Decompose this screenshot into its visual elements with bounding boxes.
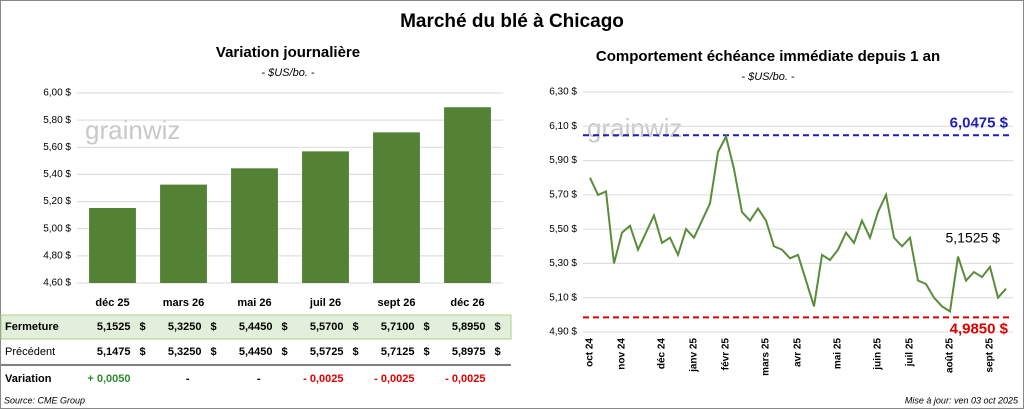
reference-label: 6,0475 $ bbox=[950, 114, 1009, 131]
table-cell: 5,1475 bbox=[97, 346, 131, 358]
x-tick-label: août 25 bbox=[945, 338, 956, 373]
y-tick-label: 4,60 $ bbox=[43, 278, 71, 289]
table-cell: - 0,0025 bbox=[303, 373, 343, 385]
x-tick-label: déc 26 bbox=[450, 297, 484, 309]
table-cell: 5,4450 bbox=[239, 321, 273, 333]
reference-label: 4,9850 $ bbox=[950, 320, 1009, 337]
x-tick-label: janv 25 bbox=[689, 338, 700, 373]
x-tick-label: déc 25 bbox=[95, 297, 129, 309]
x-tick-label: sept 26 bbox=[378, 297, 416, 309]
y-tick-label: 6,10 $ bbox=[549, 121, 577, 132]
x-tick-label: oct 24 bbox=[585, 338, 596, 367]
row-highlight bbox=[0, 314, 512, 340]
row-label: Fermeture bbox=[5, 321, 59, 333]
y-tick-label: 5,20 $ bbox=[43, 196, 71, 207]
currency: $ bbox=[210, 321, 216, 333]
y-tick-label: 6,30 $ bbox=[549, 87, 577, 98]
y-tick-label: 5,00 $ bbox=[43, 223, 71, 234]
y-tick-label: 5,90 $ bbox=[549, 155, 577, 166]
currency: $ bbox=[494, 321, 500, 333]
table-cell: 5,7125 bbox=[381, 346, 415, 358]
currency: $ bbox=[281, 346, 287, 358]
footer-source: Source: CME Group bbox=[4, 395, 85, 405]
y-tick-label: 4,90 $ bbox=[549, 327, 577, 338]
table-cell: 5,3250 bbox=[168, 346, 202, 358]
table-cell: - 0,0025 bbox=[374, 373, 414, 385]
y-tick-label: 4,80 $ bbox=[43, 250, 71, 261]
chart-subtitle: - $US/bo. - bbox=[741, 71, 795, 83]
x-tick-label: sept 25 bbox=[985, 338, 996, 373]
x-tick-label: nov 24 bbox=[617, 338, 628, 370]
currency: $ bbox=[139, 346, 145, 358]
currency: $ bbox=[352, 346, 358, 358]
bar bbox=[89, 208, 136, 283]
x-tick-label: juil 26 bbox=[309, 297, 341, 309]
currency: $ bbox=[494, 346, 500, 358]
currency: $ bbox=[423, 346, 429, 358]
table-cell: 5,5700 bbox=[310, 321, 344, 333]
table-cell: 5,4450 bbox=[239, 346, 273, 358]
bar bbox=[444, 107, 491, 283]
x-tick-label: avr 25 bbox=[793, 338, 804, 367]
currency: $ bbox=[210, 346, 216, 358]
currency: $ bbox=[423, 321, 429, 333]
bar bbox=[231, 168, 278, 283]
table-cell: 5,8950 bbox=[452, 321, 486, 333]
y-tick-label: 5,80 $ bbox=[43, 115, 71, 126]
price-line bbox=[589, 133, 1007, 314]
chart-subtitle: - $US/bo. - bbox=[261, 67, 315, 79]
table-cell: - 0,0025 bbox=[445, 373, 485, 385]
table-cell: 5,5725 bbox=[310, 346, 344, 358]
x-tick-label: déc 24 bbox=[657, 338, 668, 370]
x-tick-label: juil 25 bbox=[905, 338, 916, 368]
y-tick-label: 5,60 $ bbox=[43, 142, 71, 153]
y-tick-label: 6,00 $ bbox=[43, 88, 71, 99]
y-tick-label: 5,50 $ bbox=[549, 224, 577, 235]
row-label: Précédent bbox=[5, 346, 55, 358]
currency: $ bbox=[139, 321, 145, 333]
table-cell: + 0,0050 bbox=[87, 373, 130, 385]
chart-title: Comportement échéance immédiate depuis 1… bbox=[596, 48, 940, 65]
table-cell: - bbox=[257, 373, 261, 385]
y-tick-label: 5,40 $ bbox=[43, 169, 71, 180]
x-tick-label: févr 25 bbox=[721, 338, 732, 371]
watermark: grainwiz bbox=[587, 113, 682, 143]
x-tick-label: mars 26 bbox=[163, 297, 205, 309]
chart-title: Variation journalière bbox=[216, 44, 360, 61]
page-title: Marché du blé à Chicago bbox=[400, 11, 624, 32]
y-tick-label: 5,70 $ bbox=[549, 189, 577, 200]
last-value-label: 5,1525 $ bbox=[946, 229, 1001, 245]
x-tick-label: mars 25 bbox=[761, 338, 772, 376]
bar bbox=[373, 132, 420, 283]
row-label: Variation bbox=[5, 373, 52, 385]
currency: $ bbox=[281, 321, 287, 333]
x-tick-label: juin 25 bbox=[873, 338, 884, 371]
y-tick-label: 5,10 $ bbox=[549, 292, 577, 303]
footer-updated: Mise à jour: ven 03 oct 2025 bbox=[905, 395, 1019, 405]
table-cell: 5,7100 bbox=[381, 321, 415, 333]
bar bbox=[160, 184, 207, 283]
watermark: grainwiz bbox=[85, 115, 180, 145]
y-tick-label: 5,30 $ bbox=[549, 258, 577, 269]
currency: $ bbox=[352, 321, 358, 333]
table-cell: - bbox=[186, 373, 190, 385]
bar bbox=[302, 151, 349, 283]
table-cell: 5,3250 bbox=[168, 321, 202, 333]
table-cell: 5,1525 bbox=[97, 321, 131, 333]
table-cell: 5,8975 bbox=[452, 346, 486, 358]
x-tick-label: mai 26 bbox=[237, 297, 271, 309]
x-tick-label: mai 25 bbox=[833, 338, 844, 370]
